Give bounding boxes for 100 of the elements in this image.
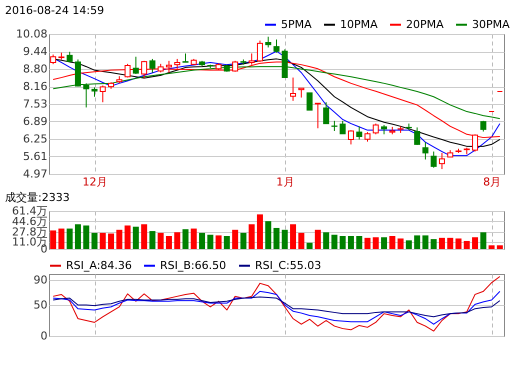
- bar: [447, 238, 454, 249]
- bar: [438, 238, 445, 249]
- bar: [372, 237, 379, 249]
- legend-label: 20PMA: [406, 18, 444, 31]
- bar: [464, 240, 470, 249]
- y-tick-label: 8.80: [23, 62, 48, 76]
- bar: [141, 224, 148, 249]
- y-tick-label: 9.44: [23, 45, 48, 58]
- bar: [83, 225, 90, 249]
- bar: [314, 230, 321, 249]
- bar: [298, 232, 304, 249]
- bar: [265, 221, 272, 249]
- bar: [422, 235, 428, 249]
- bar: [149, 231, 156, 249]
- y-tick-label: 8.16: [23, 80, 48, 94]
- bar: [323, 232, 330, 249]
- candlestick: [348, 130, 354, 145]
- candlestick: [323, 102, 330, 124]
- bar: [389, 236, 396, 249]
- bar: [100, 232, 106, 249]
- bar: [108, 234, 114, 249]
- bar: [398, 238, 404, 249]
- bar: [207, 234, 214, 249]
- chart-title: 成交量:2333: [5, 191, 70, 204]
- candlestick: [132, 56, 139, 74]
- bar: [232, 230, 238, 249]
- candlestick: [306, 92, 313, 111]
- bar: [174, 232, 180, 249]
- x-tick-label: 8月: [483, 176, 502, 188]
- y-tick-label: 7.53: [23, 97, 48, 110]
- y-tick-label: 0: [40, 330, 48, 342]
- y-tick-label: 5.61: [23, 150, 48, 163]
- candlestick: [438, 152, 445, 170]
- bar: [488, 245, 495, 249]
- bar: [92, 232, 98, 249]
- bar: [132, 226, 139, 249]
- bar: [406, 240, 412, 249]
- bar: [430, 239, 437, 249]
- bar: [331, 234, 338, 249]
- candlestick: [372, 123, 379, 135]
- bar: [340, 236, 346, 249]
- y-tick-label: 10.08: [16, 28, 48, 40]
- bar: [74, 224, 81, 249]
- bar: [282, 230, 288, 249]
- bar: [256, 214, 263, 249]
- legend-label: 30PMA: [472, 18, 510, 31]
- y-tick-label: 27.8万: [12, 225, 48, 238]
- bar: [414, 235, 420, 249]
- bar: [364, 238, 370, 249]
- candlestick: [331, 120, 338, 132]
- candlestick: [83, 82, 90, 108]
- line-series: [52, 290, 500, 325]
- bar: [496, 245, 503, 249]
- bar: [124, 225, 131, 249]
- candlestick: [274, 38, 280, 54]
- y-tick-label: 44.6万: [12, 214, 48, 228]
- bar: [224, 236, 230, 249]
- legend-label: RSI_B:66.50: [160, 258, 226, 272]
- candlestick: [340, 120, 346, 134]
- x-tick-label: 1月: [276, 176, 294, 188]
- candlestick: [430, 151, 437, 168]
- legend-label: 5PMA: [281, 18, 312, 31]
- candlestick: [50, 54, 56, 65]
- bar: [182, 229, 188, 249]
- y-tick-label: 4.97: [23, 168, 48, 180]
- bar: [216, 235, 222, 249]
- candlestick: [356, 126, 362, 140]
- bar: [290, 224, 296, 249]
- bar: [190, 228, 197, 249]
- candlestick: [149, 58, 156, 74]
- bar: [248, 224, 255, 249]
- candlestick: [314, 102, 321, 129]
- candlestick: [298, 88, 304, 98]
- legend-label: 10PMA: [340, 18, 378, 31]
- y-tick-label: 61.4万: [12, 204, 48, 218]
- candlestick: [381, 124, 388, 135]
- y-tick-label: 90: [34, 274, 48, 287]
- bar: [50, 230, 56, 249]
- bar: [274, 228, 280, 249]
- chart-title: 2016-08-24 14:59: [5, 4, 104, 17]
- candlestick: [182, 52, 188, 63]
- candlestick: [265, 36, 272, 48]
- bar: [381, 237, 388, 249]
- bar: [66, 228, 73, 249]
- candlestick: [422, 142, 428, 160]
- candlestick: [414, 126, 420, 146]
- bar: [199, 232, 206, 249]
- bar: [116, 230, 122, 249]
- y-tick-label: 6.89: [23, 114, 48, 128]
- x-tick-label: 12月: [82, 176, 108, 188]
- bar: [348, 236, 354, 249]
- legend-label: RSI_C:55.03: [255, 258, 322, 272]
- y-tick-label: 6.25: [23, 132, 48, 146]
- bar: [356, 236, 362, 249]
- bar: [158, 232, 164, 249]
- bar: [166, 236, 172, 249]
- line-series: [52, 276, 500, 332]
- y-tick-label: 50: [34, 298, 48, 312]
- bar: [472, 237, 478, 249]
- bar: [480, 232, 486, 249]
